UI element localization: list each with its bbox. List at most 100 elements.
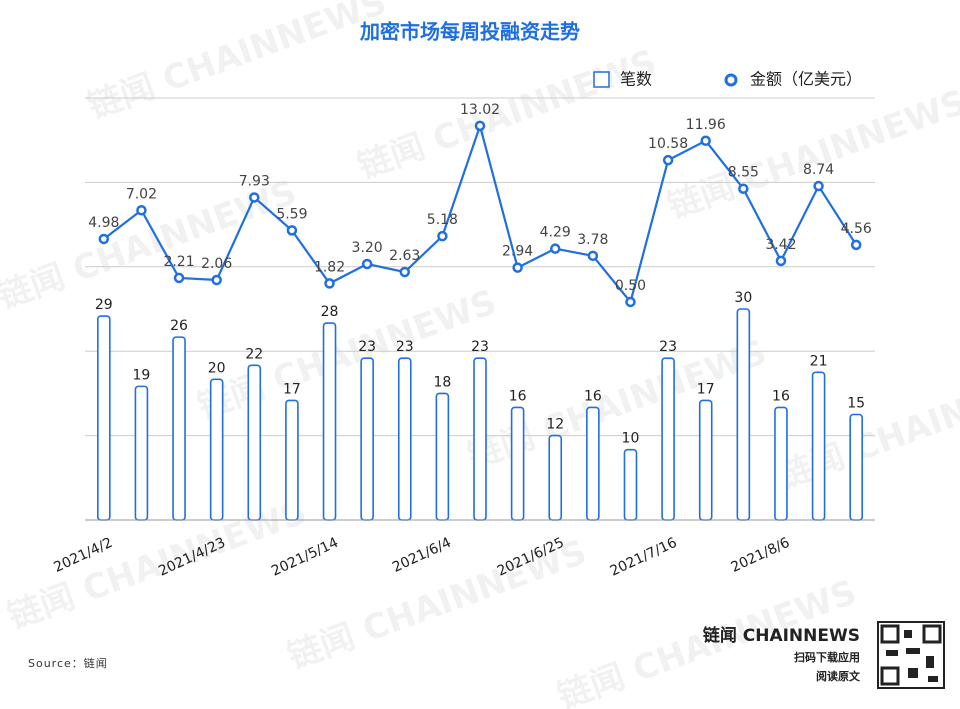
data-label: 1.82 (314, 259, 345, 275)
point (587, 250, 599, 262)
data-label: 28 (321, 304, 339, 320)
bar (285, 399, 299, 521)
data-label: 4.98 (88, 215, 119, 231)
data-label: 12 (546, 417, 564, 433)
data-label: 5.18 (427, 212, 458, 228)
data-label: 22 (245, 346, 263, 362)
data-label: 3.20 (352, 240, 383, 256)
data-label: 2.21 (163, 254, 194, 270)
bar (247, 364, 262, 521)
data-label: 19 (133, 367, 151, 383)
point (625, 296, 636, 308)
data-label: 13.02 (460, 102, 500, 118)
point (850, 239, 862, 251)
bar (397, 357, 412, 521)
data-label: 18 (433, 374, 451, 390)
data-label: 8.55 (728, 165, 759, 181)
x-tick-label: 2021/7/16 (608, 535, 680, 580)
point (775, 255, 787, 267)
data-label: 20 (208, 360, 226, 376)
point (399, 266, 411, 278)
data-label: 2.06 (201, 256, 232, 272)
bar (97, 315, 111, 521)
watermark: 链闻 CHAINNEWS (193, 282, 502, 427)
data-label: 23 (358, 339, 376, 355)
point (136, 205, 147, 216)
data-label: 23 (471, 339, 489, 355)
watermark: 链闻 CHAINNEWS (83, 0, 392, 127)
watermark: 链闻 CHAINNEWS (353, 42, 662, 187)
legend-label: 笔数 (620, 70, 652, 89)
point (662, 154, 674, 166)
point (324, 278, 335, 289)
data-label: 2.94 (502, 244, 533, 260)
bar (435, 392, 450, 521)
chart-title: 加密市场每周投融资走势 (359, 20, 580, 44)
data-label: 16 (509, 388, 527, 404)
data-label: 7.02 (126, 186, 157, 202)
bar (473, 357, 487, 521)
bar (736, 308, 751, 521)
bar (172, 336, 186, 521)
point (512, 262, 523, 273)
data-label: 11.96 (686, 117, 726, 133)
bar (811, 371, 826, 521)
bar (134, 385, 149, 521)
point (173, 272, 185, 284)
footer-text: 阅读原文 (816, 669, 861, 683)
bar (322, 322, 337, 521)
data-label: 23 (396, 339, 414, 355)
data-label: 21 (810, 353, 828, 369)
data-label: 16 (584, 388, 602, 404)
data-label: 16 (772, 388, 790, 404)
data-label: 3.42 (765, 237, 796, 253)
data-label: 8.74 (803, 162, 834, 178)
data-label: 17 (283, 381, 301, 397)
data-label: 4.56 (841, 221, 872, 237)
legend-label: 金额（亿美元） (750, 70, 862, 89)
point (211, 274, 222, 286)
bar (774, 406, 788, 521)
legend-swatch (724, 73, 738, 87)
data-label: 0.50 (615, 278, 646, 294)
point (249, 192, 260, 203)
bar (360, 357, 374, 521)
data-label: 10.58 (648, 136, 688, 152)
source: Source：链闻 (28, 656, 108, 670)
legend-swatch (593, 71, 610, 88)
data-label: 17 (697, 381, 715, 397)
watermark: 链闻 CHAINNEWS (663, 82, 960, 227)
data-label: 30 (734, 290, 752, 306)
x-tick-label: 2021/8/6 (729, 535, 793, 576)
point (98, 233, 110, 245)
data-label: 3.78 (577, 232, 608, 248)
point (813, 180, 824, 192)
data-label: 15 (847, 396, 865, 412)
data-label: 4.29 (540, 225, 571, 241)
data-label: 5.59 (276, 206, 307, 222)
x-tick-label: 2021/6/4 (390, 535, 454, 576)
bar (510, 406, 525, 521)
data-label: 2.63 (389, 248, 420, 264)
bar (661, 357, 675, 521)
watermark: 链闻 CHAINNEWS (773, 352, 960, 497)
data-label: 23 (659, 339, 677, 355)
brand: 链闻 CHAINNEWS (703, 625, 860, 646)
bar (698, 399, 713, 521)
data-label: 26 (170, 318, 188, 334)
footer-text: 扫码下载应用 (794, 650, 860, 664)
watermark: 链闻 CHAINNEWS (463, 332, 772, 477)
bar (849, 413, 863, 521)
qr-code (877, 621, 945, 689)
data-label: 10 (622, 431, 640, 447)
point (361, 258, 373, 270)
data-label: 29 (95, 297, 113, 313)
point (286, 225, 298, 236)
bar (623, 448, 638, 521)
point (437, 230, 448, 242)
bar (586, 406, 600, 521)
bar (548, 434, 563, 521)
point (474, 120, 486, 132)
point (700, 135, 711, 147)
